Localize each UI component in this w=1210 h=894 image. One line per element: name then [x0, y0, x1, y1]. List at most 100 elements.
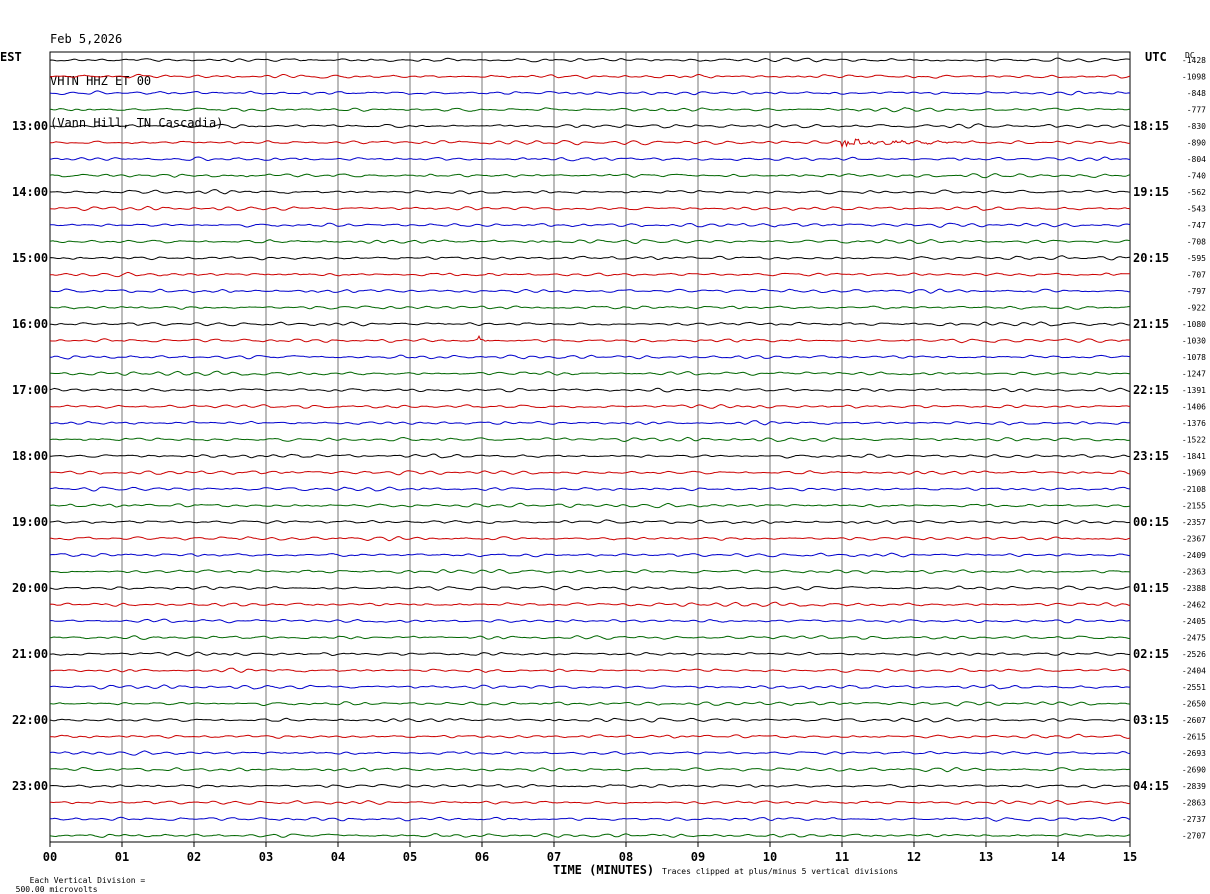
x-tick-label: 14: [1051, 850, 1065, 864]
trace-row: [49, 305, 1130, 310]
x-tick-label: 07: [547, 850, 561, 864]
trace-row: [49, 387, 1131, 393]
right-hour-label: 21:15: [1133, 317, 1169, 331]
right-hour-label: 04:15: [1133, 779, 1169, 793]
dc-offset-label: -740: [1187, 172, 1206, 181]
dc-offset-label: -1522: [1182, 436, 1206, 445]
dc-offset-label: -1969: [1182, 469, 1206, 478]
trace-row: [49, 90, 1131, 96]
scale-prefix: Each Vertical Division =: [29, 876, 146, 885]
trace-row: [49, 73, 1131, 79]
dc-offset-label: -2615: [1182, 733, 1206, 742]
right-hour-label: 23:15: [1133, 449, 1169, 463]
dc-offset-label: -1247: [1182, 370, 1206, 379]
dc-offset-label: -1376: [1182, 419, 1206, 428]
trace-row: [49, 486, 1131, 492]
dc-offset-label: -1098: [1182, 73, 1206, 82]
dc-offset-label: -830: [1187, 122, 1206, 131]
dc-offset-label: -2607: [1182, 716, 1206, 725]
dc-offset-label: -797: [1187, 287, 1206, 296]
dc-offset-label: -922: [1187, 304, 1206, 313]
dc-offset-label: -2707: [1182, 832, 1206, 841]
dc-offset-label: -1078: [1182, 353, 1206, 362]
trace-row: [49, 519, 1130, 525]
dc-offset-label: -1428: [1182, 56, 1206, 65]
dc-offset-label: -2863: [1182, 799, 1206, 808]
clip-note: Traces clipped at plus/minus 5 vertical …: [662, 867, 899, 876]
x-tick-label: 15: [1123, 850, 1137, 864]
trace-row: [49, 585, 1131, 591]
dc-offset-label: -543: [1187, 205, 1206, 214]
dc-offset-label: -2363: [1182, 568, 1206, 577]
trace-row: [49, 552, 1131, 558]
left-hour-label: 19:00: [12, 515, 48, 529]
trace-row: [49, 701, 1131, 707]
dc-offset-label: -562: [1187, 188, 1206, 197]
right-hour-label: 02:15: [1133, 647, 1169, 661]
dc-offset-label: -2462: [1182, 601, 1206, 610]
dc-offset-label: -595: [1187, 254, 1206, 263]
trace-row: [49, 601, 1131, 607]
trace-row: [50, 370, 1131, 376]
trace-row: [49, 138, 1131, 149]
dc-offset-label: -890: [1187, 139, 1206, 148]
x-tick-label: 12: [907, 850, 921, 864]
trace-row: [49, 255, 1131, 261]
trace-row: [49, 618, 1131, 624]
x-tick-label: 08: [619, 850, 633, 864]
trace-row: [49, 453, 1131, 459]
left-timezone-label: EST: [0, 50, 22, 64]
left-hour-label: 14:00: [12, 185, 48, 199]
left-hour-label: 22:00: [12, 713, 48, 727]
right-hour-label: 18:15: [1133, 119, 1169, 133]
x-tick-label: 11: [835, 850, 849, 864]
trace-row: [49, 766, 1130, 773]
dc-offset-label: -2404: [1182, 667, 1206, 676]
x-tick-label: 05: [403, 850, 417, 864]
dc-offset-label: -2650: [1182, 700, 1206, 709]
trace-row: [50, 651, 1130, 657]
dc-offset-label: -2693: [1182, 749, 1206, 758]
trace-row: [49, 717, 1131, 723]
trace-row: [49, 502, 1131, 509]
right-timezone-label: UTC: [1145, 50, 1167, 64]
dc-offset-label: -1841: [1182, 452, 1206, 461]
dc-offset-label: -707: [1187, 271, 1206, 280]
dc-offset-label: -2737: [1182, 815, 1206, 824]
trace-row: [49, 271, 1131, 278]
dc-offset-label: -804: [1187, 155, 1206, 164]
trace-row: [49, 354, 1131, 360]
dc-offset-label: -2357: [1182, 518, 1206, 527]
x-axis-title: TIME (MINUTES): [553, 863, 655, 877]
trace-row: [49, 123, 1131, 129]
record-date: Feb 5,2026: [50, 32, 123, 46]
trace-row: [49, 568, 1131, 574]
x-tick-label: 00: [43, 850, 57, 864]
x-tick-label: 04: [331, 850, 345, 864]
dc-offset-label: -2690: [1182, 766, 1206, 775]
trace-row: [49, 536, 1131, 542]
x-tick-label: 02: [187, 850, 201, 864]
left-hour-label: 13:00: [12, 119, 48, 133]
trace-row: [49, 335, 1130, 344]
dc-offset-label: -777: [1187, 106, 1206, 115]
x-tick-label: 06: [475, 850, 489, 864]
trace-row: [49, 420, 1131, 426]
trace-row: [49, 667, 1131, 673]
left-hour-label: 20:00: [12, 581, 48, 595]
dc-offset-label: -2155: [1182, 502, 1206, 511]
trace-row: [49, 436, 1131, 443]
dc-offset-label: -2526: [1182, 650, 1206, 659]
dc-offset-label: -848: [1187, 89, 1206, 98]
trace-row: [50, 816, 1131, 822]
x-tick-label: 03: [259, 850, 273, 864]
left-hour-label: 15:00: [12, 251, 48, 265]
dc-offset-label: -2551: [1182, 683, 1206, 692]
x-tick-label: 13: [979, 850, 993, 864]
x-tick-label: 09: [691, 850, 705, 864]
trace-row: [49, 288, 1131, 294]
left-hour-label: 18:00: [12, 449, 48, 463]
dc-column-label: DC: [1185, 51, 1195, 60]
right-hour-label: 19:15: [1133, 185, 1169, 199]
left-hour-label: 16:00: [12, 317, 48, 331]
